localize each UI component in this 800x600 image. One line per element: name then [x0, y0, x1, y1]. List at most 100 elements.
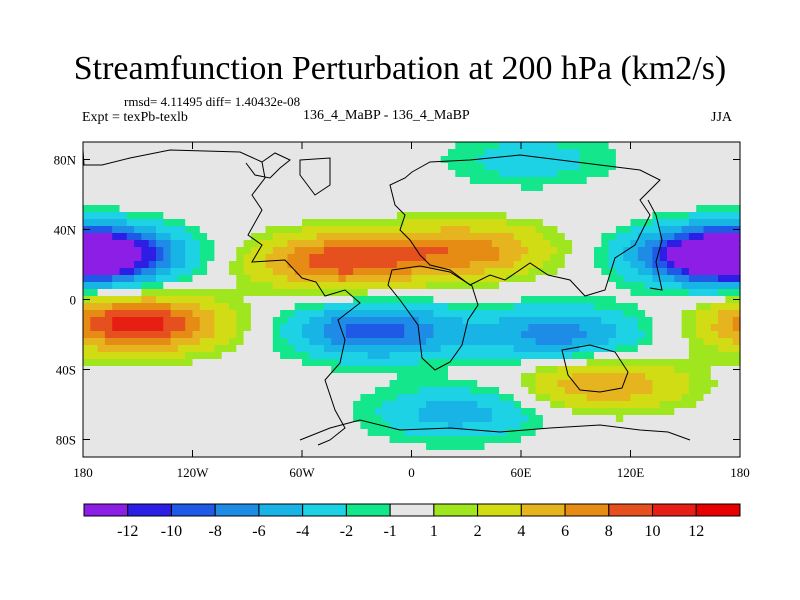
field-cell: [207, 338, 215, 346]
field-cell: [316, 366, 325, 374]
field-cell: [557, 191, 566, 199]
field-cell: [338, 338, 347, 346]
field-cell: [323, 394, 332, 402]
field-cell: [528, 170, 537, 178]
field-cell: [703, 240, 712, 248]
field-cell: [710, 352, 719, 360]
field-cell: [265, 205, 274, 213]
field-cell: [623, 359, 632, 367]
field-cell: [572, 324, 580, 332]
field-cell: [586, 415, 595, 423]
field-cell: [148, 289, 157, 297]
field-cell: [280, 366, 288, 374]
field-cell: [345, 324, 354, 332]
field-cell: [134, 443, 142, 451]
field-cell: [214, 352, 223, 360]
field-cell: [112, 296, 121, 304]
field-cell: [177, 380, 186, 388]
field-cell: [718, 443, 726, 451]
field-cell: [535, 345, 544, 353]
field-cell: [177, 401, 186, 409]
field-cell: [148, 247, 157, 255]
field-cell: [207, 380, 215, 388]
field-cell: [90, 142, 99, 150]
field-cell: [323, 261, 332, 269]
field-cell: [579, 345, 588, 353]
field-cell: [506, 163, 515, 171]
field-cell: [177, 275, 186, 283]
field-cell: [97, 275, 106, 283]
field-cell: [725, 240, 734, 248]
field-cell: [645, 191, 653, 199]
field-cell: [236, 338, 245, 346]
field-cell: [250, 345, 259, 353]
field-cell: [732, 331, 741, 339]
field-cell: [462, 240, 471, 248]
field-cell: [586, 177, 595, 185]
field-cell: [718, 296, 726, 304]
field-cell: [491, 422, 500, 430]
field-cell: [265, 317, 274, 325]
field-cell: [564, 226, 573, 234]
field-cell: [272, 366, 281, 374]
field-cell: [426, 443, 434, 451]
field-cell: [141, 163, 150, 171]
field-cell: [652, 366, 661, 374]
field-cell: [185, 317, 194, 325]
field-cell: [126, 387, 135, 395]
field-cell: [630, 422, 639, 430]
field-cell: [513, 450, 522, 458]
field-cell: [491, 366, 500, 374]
field-cell: [652, 282, 661, 290]
field-cell: [674, 401, 683, 409]
field-cell: [448, 352, 456, 360]
field-cell: [521, 359, 529, 367]
field-cell: [535, 261, 544, 269]
field-cell: [309, 296, 318, 304]
field-cell: [229, 240, 237, 248]
field-cell: [360, 429, 369, 437]
field-cell: [258, 450, 267, 458]
field-cell: [718, 338, 726, 346]
field-cell: [725, 422, 734, 430]
field-cell: [725, 282, 734, 290]
field-cell: [718, 310, 726, 318]
field-cell: [323, 275, 332, 283]
field-cell: [148, 366, 157, 374]
field-cell: [418, 422, 427, 430]
field-cell: [119, 275, 128, 283]
field-cell: [104, 219, 113, 227]
field-cell: [491, 247, 500, 255]
field-cell: [645, 429, 653, 437]
field-cell: [331, 310, 340, 318]
field-cell: [491, 387, 500, 395]
field-cell: [645, 226, 653, 234]
field-cell: [104, 373, 113, 381]
field-cell: [156, 296, 164, 304]
field-cell: [477, 254, 486, 262]
field-cell: [542, 177, 551, 185]
field-cell: [389, 422, 398, 430]
field-cell: [696, 142, 705, 150]
field-cell: [667, 226, 675, 234]
field-cell: [265, 366, 274, 374]
field-cell: [353, 170, 361, 178]
field-cell: [710, 401, 719, 409]
field-cell: [535, 443, 544, 451]
field-cell: [564, 366, 573, 374]
field-cell: [126, 310, 135, 318]
field-cell: [433, 219, 442, 227]
field-cell: [462, 338, 471, 346]
field-cell: [229, 296, 237, 304]
field-cell: [586, 394, 595, 402]
field-cell: [535, 450, 544, 458]
field-cell: [294, 212, 303, 220]
field-cell: [119, 345, 128, 353]
field-cell: [521, 205, 529, 213]
field-cell: [243, 254, 252, 262]
field-cell: [185, 240, 194, 248]
field-cell: [345, 443, 354, 451]
field-cell: [404, 184, 413, 192]
field-cell: [718, 345, 726, 353]
field-cell: [316, 394, 325, 402]
